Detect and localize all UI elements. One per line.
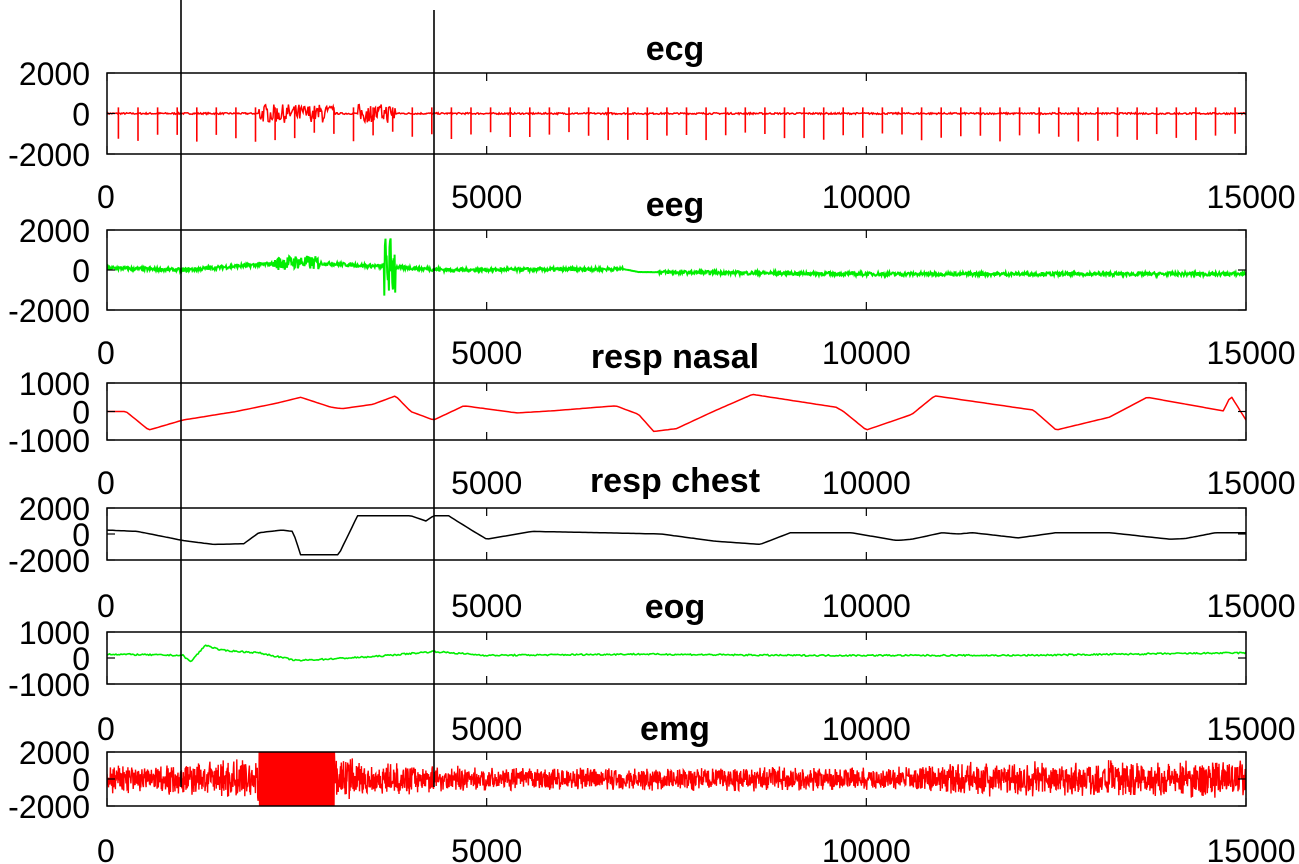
x-tick-label: 10000: [822, 179, 911, 215]
x-tick-label: 0: [97, 179, 115, 215]
x-tick-label: 15000: [1207, 179, 1296, 215]
y-tick-label: 0: [72, 762, 90, 798]
signal-trace: [107, 752, 1246, 806]
x-tick-label: 5000: [451, 711, 522, 747]
signal-trace: [107, 103, 1246, 142]
subplot-title: resp nasal: [591, 338, 759, 376]
x-tick-label: 0: [97, 711, 115, 747]
signal-trace: [107, 644, 1246, 663]
x-tick-label: 0: [97, 588, 115, 624]
x-tick-label: 5000: [451, 465, 522, 501]
x-tick-label: 10000: [822, 711, 911, 747]
x-tick-label: 0: [97, 833, 115, 864]
y-tick-label: -2000: [8, 137, 90, 173]
y-tick-label: -2000: [8, 543, 90, 579]
signal-trace: [107, 515, 1246, 556]
x-tick-label: 5000: [451, 335, 522, 371]
subplot-title: ecg: [646, 30, 705, 68]
x-tick-label: 15000: [1207, 335, 1296, 371]
y-tick-label: -2000: [8, 293, 90, 329]
y-tick-label: 0: [72, 97, 90, 133]
y-tick-label: 0: [72, 641, 90, 677]
subplot-title: emg: [640, 710, 710, 748]
axes-box: [106, 631, 1247, 685]
y-tick-label: 1000: [19, 366, 90, 402]
x-tick-label: 5000: [451, 179, 522, 215]
x-tick-label: 10000: [822, 335, 911, 371]
y-tick-label: -2000: [8, 789, 90, 825]
signal-trace: [107, 238, 1246, 296]
y-tick-label: 2000: [19, 56, 90, 92]
y-tick-label: 2000: [19, 491, 90, 527]
x-tick-label: 10000: [822, 465, 911, 501]
x-tick-label: 0: [97, 465, 115, 501]
y-tick-label: 0: [72, 395, 90, 431]
y-tick-label: 0: [72, 517, 90, 553]
signal-trace: [107, 393, 1246, 433]
x-tick-label: 0: [97, 335, 115, 371]
x-tick-label: 10000: [822, 588, 911, 624]
x-tick-label: 10000: [822, 833, 911, 864]
subplot-title: resp chest: [590, 462, 760, 500]
x-tick-label: 5000: [451, 588, 522, 624]
x-tick-label: 15000: [1207, 711, 1296, 747]
y-tick-label: 0: [72, 253, 90, 289]
subplot-title: eeg: [646, 186, 705, 224]
y-tick-label: 2000: [19, 213, 90, 249]
y-tick-label: -1000: [8, 667, 90, 703]
x-tick-label: 15000: [1207, 465, 1296, 501]
x-tick-label: 15000: [1207, 588, 1296, 624]
y-tick-label: 2000: [19, 735, 90, 771]
subplot-title: eog: [645, 588, 705, 626]
axes-box: [106, 382, 1247, 441]
y-tick-label: -1000: [8, 423, 90, 459]
x-tick-label: 15000: [1207, 833, 1296, 864]
axes-box: [106, 507, 1247, 561]
x-tick-label: 5000: [451, 833, 522, 864]
y-tick-label: 1000: [19, 615, 90, 651]
